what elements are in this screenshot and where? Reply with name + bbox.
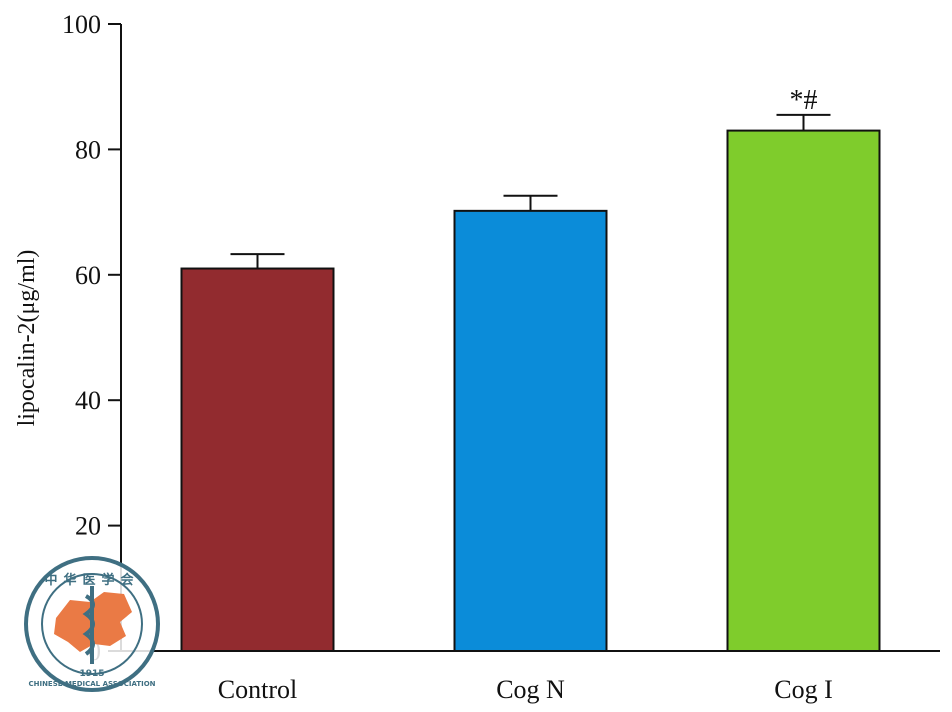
bars	[180, 129, 881, 652]
error-bars	[230, 113, 831, 269]
seal-english-text: CHINESE MEDICAL ASSOCIATION	[28, 680, 155, 688]
category-label: Cog N	[496, 675, 565, 704]
annotations: *#	[790, 85, 818, 116]
category-labels: Control Cog N Cog I	[218, 675, 833, 704]
y-tick-label: 60	[75, 261, 101, 290]
y-tick-label: 40	[75, 386, 101, 415]
y-axis-label: lipocalin-2(μg/ml)	[14, 250, 40, 427]
chinese-medical-association-seal: 中华医学会 CHINESE MEDICAL ASSOCIATION 1915	[24, 556, 160, 692]
bar-cog-i	[726, 129, 881, 652]
y-tick-label: 100	[62, 10, 101, 39]
seal-chinese-text: 中华医学会	[44, 572, 139, 588]
y-ticks: 020406080100	[62, 10, 121, 666]
bar-control	[180, 267, 335, 652]
seal-inner-ring	[41, 573, 143, 675]
y-tick-label: 80	[75, 135, 101, 164]
category-label: Control	[218, 675, 297, 704]
staff-of-asclepius-icon	[82, 586, 95, 664]
y-tick-label: 20	[75, 512, 101, 541]
significance-annotation: *#	[790, 85, 818, 116]
category-label: Cog I	[774, 675, 833, 704]
bar-cog-n	[453, 209, 608, 652]
seal-year-text: 1915	[79, 669, 104, 679]
